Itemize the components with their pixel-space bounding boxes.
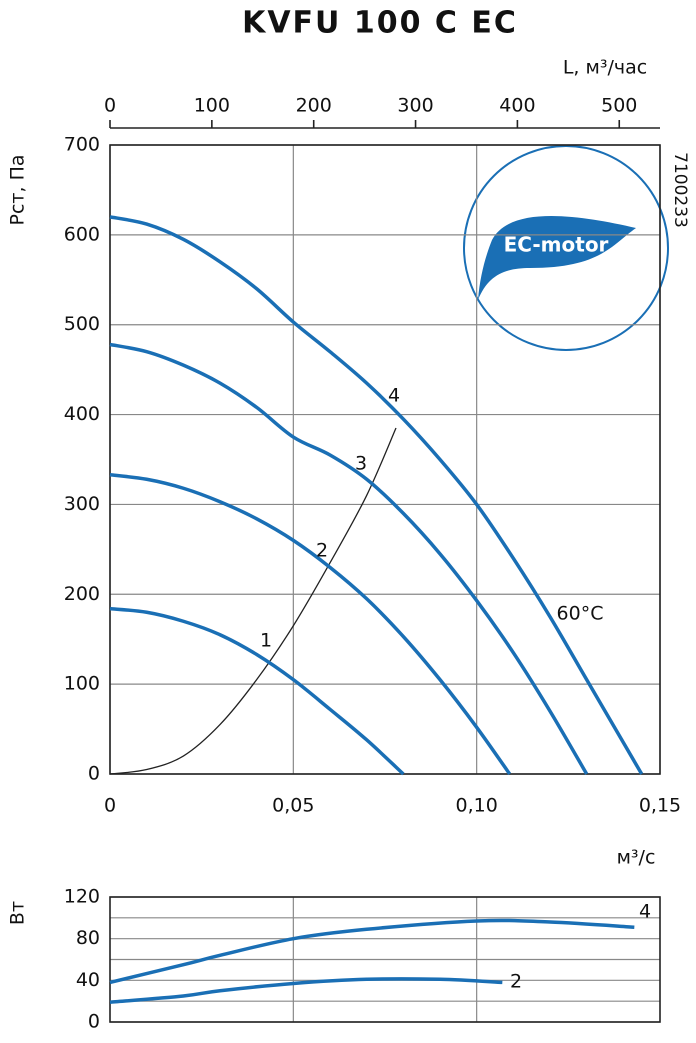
series-label: 3 <box>355 453 367 475</box>
y-tick-label: 700 <box>64 134 100 156</box>
logo: EC-motor <box>463 145 669 351</box>
series-line <box>109 473 512 776</box>
plot-frame <box>109 896 661 1023</box>
series-line <box>109 606 405 776</box>
y-tick-label: 200 <box>64 583 100 605</box>
x2-tick-label: 500 <box>601 95 637 117</box>
x2-tick-label: 100 <box>194 95 230 117</box>
plot-frame <box>109 144 661 775</box>
x2-tick-label: 300 <box>397 95 433 117</box>
y-tick-label: 80 <box>76 927 100 949</box>
y-tick-label: 400 <box>64 403 100 425</box>
y-axis-label: Вт <box>7 901 29 925</box>
series-label: 2 <box>316 540 328 562</box>
y-tick-label: 300 <box>64 493 100 515</box>
x2-tick-label: 0 <box>104 95 116 117</box>
annotation: 60°C <box>557 603 604 625</box>
series-line <box>109 918 635 985</box>
x2-tick-label: 200 <box>296 95 332 117</box>
series-label: 4 <box>388 385 400 407</box>
x-tick-label: 0,10 <box>456 795 498 817</box>
y-tick-label: 100 <box>64 673 100 695</box>
y-axis-label: Pст, Па <box>7 155 29 226</box>
x2-axis-label: L, м³/час <box>563 57 647 79</box>
chart-title: KVFU 100 C EC <box>242 6 518 41</box>
x-tick-label: 0,05 <box>272 795 314 817</box>
y-tick-label: 600 <box>64 223 100 245</box>
x-axis-label: м³/с <box>617 847 656 869</box>
y-tick-label: 120 <box>64 886 100 908</box>
code: 7100233 <box>670 152 690 228</box>
x-tick-label: 0,15 <box>639 795 681 817</box>
x-tick-label: 0 <box>104 795 116 817</box>
series-label: 2 <box>510 971 522 993</box>
y-tick-label: 0 <box>88 763 100 785</box>
system-curve <box>109 427 397 775</box>
series-label: 1 <box>260 630 272 652</box>
y-tick-label: 40 <box>76 969 100 991</box>
series-line <box>109 215 644 775</box>
logo-text: EC-motor <box>504 233 609 257</box>
x2-tick-label: 400 <box>499 95 535 117</box>
series-label: 4 <box>639 901 651 923</box>
series-line <box>109 977 503 1004</box>
y-tick-label: 0 <box>88 1011 100 1033</box>
y-tick-label: 500 <box>64 313 100 335</box>
logo-leaf <box>478 215 636 300</box>
series-line <box>109 342 589 775</box>
